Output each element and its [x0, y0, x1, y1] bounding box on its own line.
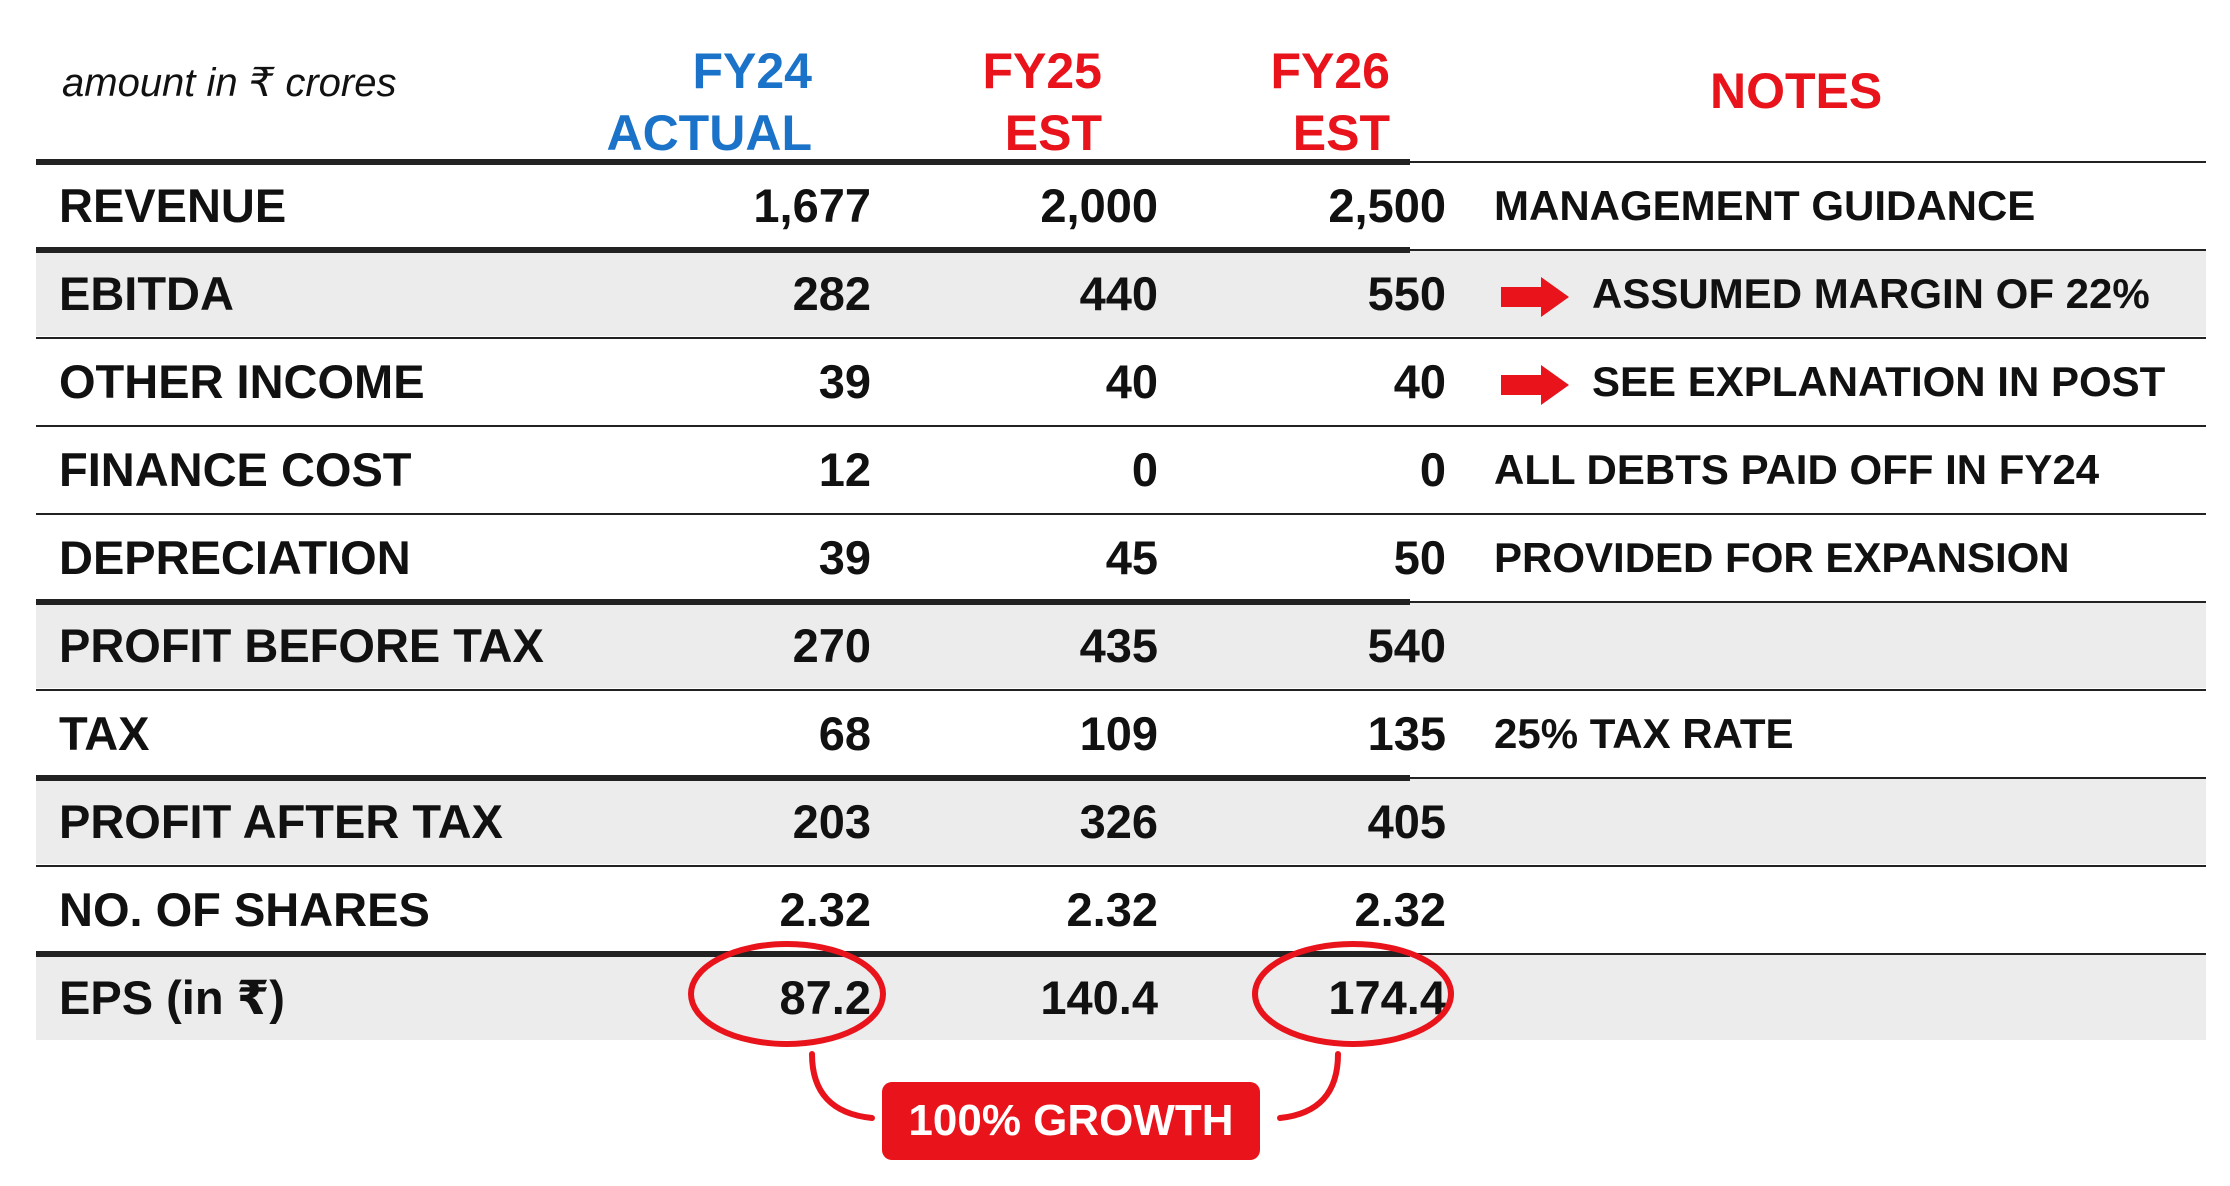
fy24-value: 68 [818, 707, 871, 760]
fy26-value: 50 [1393, 531, 1446, 584]
row-label: DEPRECIATION [59, 531, 411, 584]
table-row: NO. OF SHARES 2.32 2.32 2.32 [36, 866, 2206, 952]
header-fy26: FY26 EST [1150, 40, 1390, 164]
row-divider [36, 865, 2206, 867]
section-divider [36, 247, 1410, 253]
row-label: PROFIT AFTER TAX [59, 795, 503, 848]
row-divider [36, 425, 2206, 427]
row-divider [36, 689, 2206, 691]
fy25-value: 140.4 [1040, 971, 1158, 1024]
table-row: TAX 68 109 135 25% TAX RATE [36, 690, 2206, 776]
fy26-value: 0 [1419, 443, 1446, 496]
table-row: OTHER INCOME 39 40 40 SEE EXPLANATION IN POS… [36, 338, 2206, 424]
row-note: SEE EXPLANATION IN POST [1592, 358, 2166, 405]
fy24-value: 2.32 [779, 883, 871, 936]
row-label: EPS (in ₹) [59, 971, 285, 1024]
header-fy25: FY25 EST [860, 40, 1102, 164]
right-arrow-icon [1501, 365, 1569, 405]
section-divider [36, 159, 1410, 165]
fy24-value: 203 [792, 795, 871, 848]
fy25-value: 440 [1079, 267, 1158, 320]
row-label: NO. OF SHARES [59, 883, 430, 936]
table-row: DEPRECIATION 39 45 50 PROVIDED FOR EXPANSION [36, 514, 2206, 600]
fy25-value: 2,000 [1040, 179, 1158, 232]
header-fy24-type: ACTUAL [606, 105, 812, 161]
fy26-value: 135 [1367, 707, 1446, 760]
fy25-value: 435 [1079, 619, 1158, 672]
row-note: ALL DEBTS PAID OFF IN FY24 [1494, 446, 2100, 493]
fy25-value: 109 [1079, 707, 1158, 760]
fy26-value: 405 [1367, 795, 1446, 848]
table-row: FINANCE COST 12 0 0 ALL DEBTS PAID OFF IN FY… [36, 426, 2206, 512]
fy25-value: 2.32 [1066, 883, 1158, 936]
fy26-value: 174.4 [1328, 971, 1446, 1024]
row-note: PROVIDED FOR EXPANSION [1494, 534, 2070, 581]
fy26-value: 550 [1367, 267, 1446, 320]
eps-fy26-circle [1252, 941, 1454, 1047]
fy26-value: 40 [1393, 355, 1446, 408]
row-note: MANAGEMENT GUIDANCE [1494, 182, 2036, 229]
row-note: 25% TAX RATE [1494, 710, 1794, 757]
fy25-value: 40 [1105, 355, 1158, 408]
header-notes: NOTES [1710, 63, 1883, 119]
table-row: EBITDA 282 440 550 ASSUMED MARGIN OF 22% [36, 250, 2206, 336]
header-fy25-year: FY25 [982, 43, 1102, 99]
growth-connector-left [809, 1051, 875, 1121]
eps-fy24-circle [688, 941, 886, 1047]
header-fy24: FY24 ACTUAL [560, 40, 812, 164]
fy26-value: 2,500 [1328, 179, 1446, 232]
fy24-value: 39 [818, 355, 871, 408]
units-caption: amount in ₹ crores [62, 61, 397, 105]
row-note: ASSUMED MARGIN OF 22% [1592, 270, 2150, 317]
right-arrow-icon [1501, 277, 1569, 317]
section-divider [36, 599, 1410, 605]
fy25-value: 326 [1079, 795, 1158, 848]
table-row: PROFIT BEFORE TAX 270 435 540 [36, 602, 2206, 688]
row-label: FINANCE COST [59, 443, 412, 496]
fy25-value: 0 [1131, 443, 1158, 496]
row-label: OTHER INCOME [59, 355, 425, 408]
header-fy25-type: EST [1004, 105, 1102, 161]
table-row: REVENUE 1,677 2,000 2,500 MANAGEMENT GUIDANC… [36, 162, 2206, 248]
row-divider [36, 337, 2206, 339]
header-fy26-type: EST [1292, 105, 1390, 161]
row-label: EBITDA [59, 267, 234, 320]
fy24-value: 87.2 [779, 971, 871, 1024]
fy24-value: 270 [792, 619, 871, 672]
table-row: PROFIT AFTER TAX 203 326 405 [36, 778, 2206, 864]
growth-badge: 100% GROWTH [882, 1082, 1260, 1160]
fy26-value: 540 [1367, 619, 1446, 672]
row-label: PROFIT BEFORE TAX [59, 619, 544, 672]
header-fy26-year: FY26 [1270, 43, 1390, 99]
fy25-value: 45 [1105, 531, 1158, 584]
fy24-value: 282 [792, 267, 871, 320]
row-divider [36, 513, 2206, 515]
section-divider [36, 775, 1410, 781]
fy24-value: 1,677 [753, 179, 871, 232]
row-label: REVENUE [59, 179, 287, 232]
row-label: TAX [59, 707, 150, 760]
table-row: EPS (in ₹) 87.2 140.4 174.4 [36, 954, 2206, 1040]
fy26-value: 2.32 [1354, 883, 1446, 936]
fy24-value: 39 [818, 531, 871, 584]
growth-connector-right [1277, 1051, 1341, 1121]
header-fy24-year: FY24 [692, 43, 812, 99]
fy24-value: 12 [818, 443, 871, 496]
